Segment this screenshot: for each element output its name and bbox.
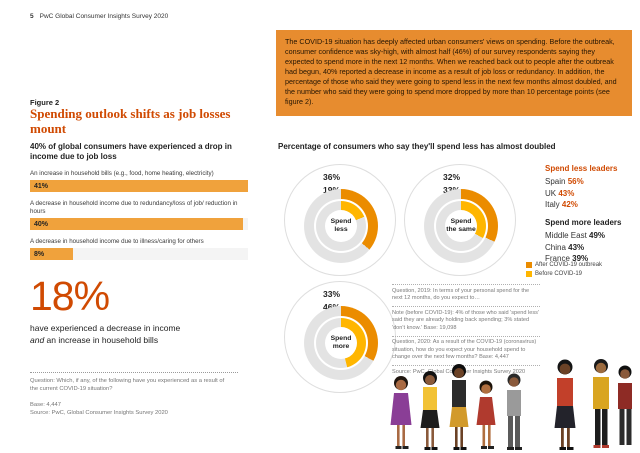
bar-fill: 40% [30, 218, 243, 231]
big-stat-line2: an increase in household bills [44, 334, 159, 345]
leader-row: France 39% [545, 254, 632, 263]
after-percent-label: 32% [443, 172, 461, 182]
footnote: Question, 2020: As a result of the COVID… [392, 335, 540, 366]
header-title: PwC Global Consumer Insights Survey 2020 [39, 13, 169, 20]
leader-row: Italy 42% [545, 200, 632, 209]
leaders-panel: Spend less leaders Spain 56% UK 43% Ital… [545, 164, 632, 266]
footnote: Note (before COVID-19): 4% of those who … [392, 306, 540, 336]
spend-less-leaders-title: Spend less leaders [545, 164, 618, 173]
country: Middle East [545, 231, 587, 240]
page-number: 5 [30, 13, 34, 20]
bar-value-label: 41% [34, 182, 49, 190]
income-section: 40% of global consumers have experienced… [30, 142, 248, 416]
big-stat-italic: and [30, 334, 45, 345]
donut-chart-spend-same: Spend the same [424, 189, 498, 263]
donut-section-title: Percentage of consumers who say they'll … [278, 142, 556, 151]
people-illustration [390, 359, 632, 450]
donut-center-label: Spend the same [446, 217, 476, 233]
person-dark-top [449, 364, 469, 450]
leader-row: Middle East 49% [545, 231, 632, 240]
leader-row: Spain 56% [545, 177, 632, 186]
leader-row: UK 43% [545, 189, 632, 198]
bar-category-label: A decrease in household income due to re… [30, 200, 238, 216]
question-footnote: Question: Which, if any, of the followin… [30, 378, 225, 393]
value: 49% [589, 231, 606, 240]
before-covid-swatch [526, 271, 532, 277]
bar-fill: 41% [30, 180, 248, 193]
donut-center-label: Spend less [330, 217, 352, 233]
big-stat: 18% [30, 273, 110, 320]
country: Italy [545, 200, 560, 209]
country: China [545, 242, 566, 252]
intro-highlight-block: The COVID-19 situation has deeply affect… [276, 30, 632, 116]
value: 43% [558, 188, 575, 198]
bar-value-label: 8% [34, 250, 45, 258]
donut-legend: After COVID-19 outbreak Before COVID-19 [526, 262, 602, 280]
donut-chart-spend-more: Spend more [304, 306, 378, 380]
footnote: Question, 2019: In terms of your persona… [392, 284, 540, 306]
donut-group-spend-less: 36% 19% Spend less [284, 164, 396, 276]
donut-group-spend-same: 32% 33% Spend the same [404, 164, 516, 276]
donut-center-label: Spend more [330, 334, 352, 350]
bar-track: 40% [30, 218, 248, 231]
bar-fill: 8% [30, 248, 73, 261]
person-maroon-top [618, 365, 632, 445]
person-purple-dress [390, 376, 412, 449]
page-header: 5 PwC Global Consumer Insights Survey 202… [30, 13, 168, 20]
figure-title: Spending outlook shifts as job losses mo… [30, 106, 231, 136]
value: 43% [568, 242, 585, 252]
after-percent-label: 36% [323, 172, 341, 182]
country: France [545, 254, 570, 263]
bar-track: 41% [30, 180, 248, 193]
bar-row: A decrease in household income due to re… [30, 200, 248, 231]
donut-hole: Spend less [325, 210, 357, 242]
person-red-dress [476, 380, 496, 449]
donut-chart-area: 36% 19% Spend less 32% 33% Spend the sam… [278, 152, 632, 393]
donut-hole: Spend the same [445, 210, 477, 242]
person-mustard-jacket [593, 359, 609, 448]
intro-text: The COVID-19 situation has deeply affect… [285, 37, 617, 107]
donut-hole: Spend more [325, 327, 357, 359]
bar-track: 8% [30, 248, 248, 261]
legend-label: After COVID-19 outbreak [535, 262, 603, 268]
legend-item-after: After COVID-19 outbreak [526, 262, 602, 268]
figure-label: Figure 2 [30, 98, 60, 107]
bar-row: An increase in household bills (e.g., fo… [30, 170, 248, 193]
bar-chart-headline: 40% of global consumers have experienced… [30, 142, 232, 162]
big-stat-text: have experienced a decrease in income an… [30, 323, 230, 346]
leader-row: China 43% [545, 243, 632, 252]
bar-row: A decrease in household income due to il… [30, 238, 248, 261]
legend-label: Before COVID-19 [535, 271, 583, 277]
person-gray-suit [507, 373, 522, 450]
person-yellow-top [420, 371, 440, 450]
source-footnote: Source: PwC, Global Consumer Insights Su… [30, 410, 168, 417]
spend-more-leaders-title: Spend more leaders [545, 218, 622, 227]
person-red-top [554, 359, 576, 450]
base-footnote: Base: 4,447 [30, 402, 61, 409]
big-stat-line1: have experienced a decrease in income [30, 323, 181, 334]
donut-chart-spend-less: Spend less [304, 189, 378, 263]
after-percent-label: 33% [323, 289, 341, 299]
country: UK [545, 188, 557, 198]
legend-item-before: Before COVID-19 [526, 271, 602, 277]
bar-category-label: An increase in household bills (e.g., fo… [30, 170, 214, 178]
bar-value-label: 40% [34, 220, 49, 228]
value: 39% [572, 254, 589, 263]
value: 42% [561, 200, 578, 209]
country: Spain [545, 177, 566, 186]
donut-group-spend-more: 33% 46% Spend more [284, 281, 396, 393]
bar-category-label: A decrease in household income due to il… [30, 238, 204, 246]
dotted-separator [30, 372, 238, 374]
value: 56% [567, 177, 584, 186]
after-covid-swatch [526, 262, 532, 268]
